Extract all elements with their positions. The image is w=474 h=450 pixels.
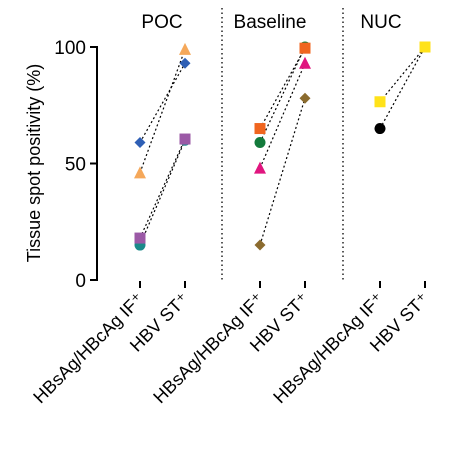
connector-line [259,98,306,246]
connector-line [139,138,186,239]
data-point [254,161,266,174]
y-tick-label: 50 [65,155,86,176]
connector-line [259,47,306,129]
data-point [299,92,311,104]
connector-line [139,139,186,246]
connector-line [379,46,426,103]
data-point [254,137,266,149]
data-point [179,57,191,69]
y-tick-label: 100 [54,38,86,59]
y-axis-label: Tissue spot positivity (%) [24,64,44,262]
panel-title: Baseline [234,12,307,33]
data-point [374,123,386,135]
connector-line [139,49,186,174]
data-point [374,96,386,108]
connector-line [259,63,306,169]
data-point [299,56,311,69]
data-point [134,137,146,149]
x-tick-label: HBsAg/HBcAg IF⁺ [29,289,147,407]
data-point [179,133,191,145]
connector-line [139,63,186,143]
data-point [179,42,191,55]
data-point [254,123,266,135]
y-tick-label: 0 [75,271,86,292]
connector-line [379,46,426,129]
data-point [134,232,146,244]
panel-title: POC [141,12,182,33]
data-point [299,42,311,54]
data-point [419,41,431,53]
data-point [254,239,266,251]
data-point [134,166,146,179]
panel-title: NUC [360,12,401,33]
